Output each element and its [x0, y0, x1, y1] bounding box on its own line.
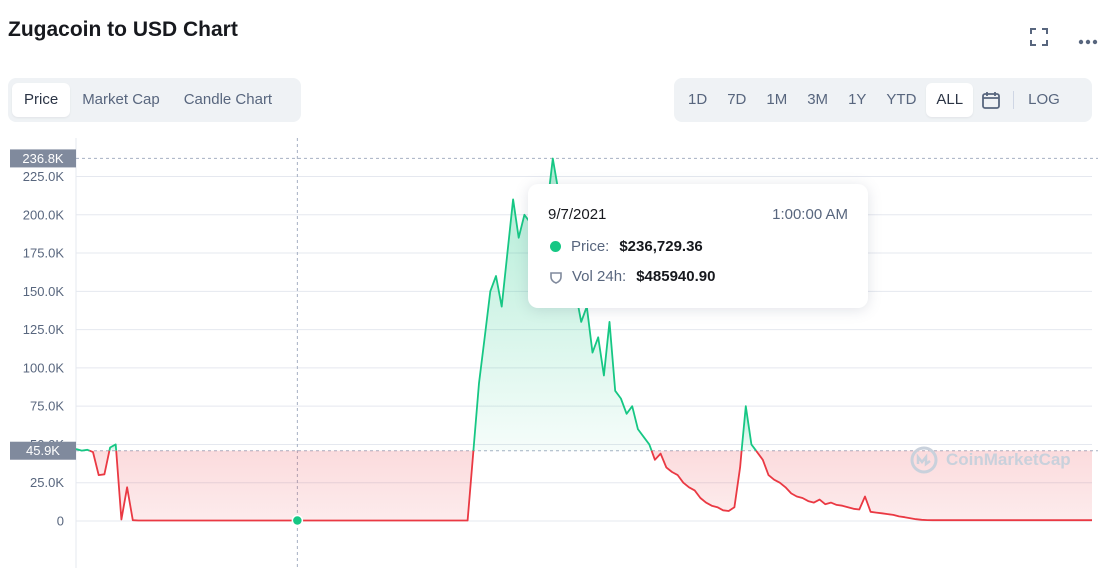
- chart-type-tabs: Price Market Cap Candle Chart: [8, 78, 301, 122]
- down-line-segment: [89, 449, 111, 476]
- range-1d[interactable]: 1D: [688, 91, 708, 108]
- watermark: CoinMarketCap: [910, 446, 1071, 474]
- max-price-flag-box: [10, 149, 76, 168]
- tab-price[interactable]: Price: [12, 83, 71, 117]
- range-selector: 1D 7D 1M 3M 1Y YTD ALL LOG: [674, 78, 1092, 122]
- down-area: [116, 450, 474, 521]
- y-axis-labels: 025.0K50.0K75.0K100.0K125.0K150.0K175.0K…: [23, 169, 65, 529]
- up-line-segment: [108, 443, 118, 451]
- calendar-icon[interactable]: [973, 83, 1009, 117]
- tooltip-volume-value: $485940.90: [636, 268, 716, 285]
- y-tick-label: 25.0K: [30, 475, 64, 490]
- watermark-text: CoinMarketCap: [946, 450, 1071, 469]
- y-tick-label: 125.0K: [23, 322, 65, 337]
- page-title: Zugacoin to USD Chart: [8, 18, 238, 41]
- header-actions: [1030, 28, 1098, 50]
- log-scale-toggle[interactable]: LOG: [1028, 91, 1060, 108]
- range-7d[interactable]: 7D: [727, 91, 747, 108]
- coinmarketcap-logo-icon: [910, 446, 938, 474]
- chart-markers: 45.9K 236.8K: [10, 149, 304, 527]
- up-line-segment: [740, 405, 757, 452]
- price-tooltip: 9/7/2021 1:00:00 AM Price: $236,729.36 V…: [528, 184, 868, 308]
- down-line-segment: [650, 450, 743, 512]
- tooltip-price-value: $236,729.36: [619, 238, 703, 255]
- down-line-segment: [755, 450, 1092, 522]
- y-tick-label: 225.0K: [23, 169, 65, 184]
- range-1y[interactable]: 1Y: [848, 91, 867, 108]
- up-line-segment: [75, 448, 90, 452]
- down-area: [651, 450, 742, 511]
- tooltip-volume-row: Vol 24h: $485940.90: [550, 268, 715, 285]
- tooltip-volume-label: Vol 24h:: [572, 268, 627, 285]
- y-tick-label: 200.0K: [23, 207, 65, 222]
- tooltip-time: 1:00:00 AM: [772, 206, 848, 223]
- y-tick-label: 175.0K: [23, 246, 65, 261]
- range-all[interactable]: ALL: [926, 83, 974, 117]
- y-tick-label: 100.0K: [23, 360, 65, 375]
- tooltip-price-row: Price: $236,729.36: [550, 238, 703, 255]
- reference-price-flag-box: [10, 441, 76, 460]
- range-3m[interactable]: 3M: [807, 91, 829, 108]
- range-1m[interactable]: 1M: [766, 91, 788, 108]
- y-tick-label: 75.0K: [30, 399, 64, 414]
- expand-icon[interactable]: [1030, 28, 1048, 50]
- tab-candle-chart[interactable]: Candle Chart: [183, 91, 273, 108]
- down-area: [756, 450, 1092, 521]
- tooltip-price-label: Price:: [571, 238, 610, 255]
- divider: [1013, 91, 1015, 109]
- tooltip-date: 9/7/2021: [548, 206, 607, 223]
- price-dot-icon: [550, 241, 561, 252]
- highlight-point: [291, 514, 304, 527]
- reference-price-flag: 45.9K: [26, 443, 60, 458]
- y-tick-label: 0: [57, 514, 64, 529]
- y-tick-label: 150.0K: [23, 284, 65, 299]
- more-dots-icon[interactable]: [1078, 29, 1098, 49]
- max-price-flag: 236.8K: [22, 151, 64, 166]
- tab-market-cap[interactable]: Market Cap: [82, 91, 160, 108]
- volume-icon: [550, 271, 562, 284]
- range-ytd[interactable]: YTD: [886, 91, 917, 108]
